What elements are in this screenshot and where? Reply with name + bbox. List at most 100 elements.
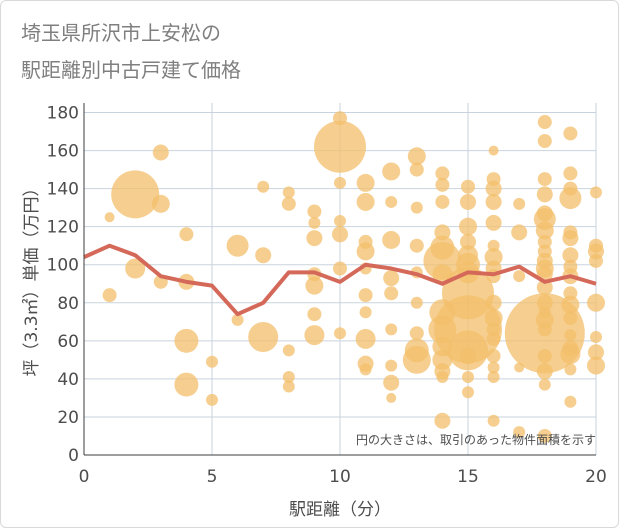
- bubble-point: [248, 322, 279, 353]
- bubble-point: [587, 356, 605, 375]
- bubble-point: [563, 311, 578, 326]
- bubble-point: [384, 286, 399, 301]
- bubble-point: [152, 144, 169, 161]
- bubble-point: [409, 326, 424, 341]
- bubble-point: [358, 288, 373, 303]
- bubble-point: [334, 327, 346, 340]
- bubble-point: [486, 331, 501, 346]
- x-tick-label: 0: [79, 467, 90, 487]
- bubble-point: [308, 216, 321, 229]
- bubble-point: [382, 162, 401, 181]
- axes: [83, 103, 596, 456]
- bubble-point: [174, 328, 199, 353]
- bubble-point: [590, 186, 602, 199]
- bubble-point: [536, 363, 553, 380]
- bubble-point: [460, 193, 476, 210]
- bubble-point: [231, 313, 244, 326]
- bubble-point: [561, 295, 580, 314]
- bubble-point: [332, 226, 348, 243]
- bubble-point: [409, 238, 424, 253]
- bubble-point: [564, 395, 577, 408]
- bubble-point: [226, 234, 249, 257]
- bubble-point: [513, 197, 526, 210]
- bubble-point: [461, 179, 475, 194]
- bubble-point: [305, 276, 324, 295]
- bubble-point: [513, 426, 526, 439]
- bubble-point: [588, 344, 604, 361]
- bubble-point: [383, 374, 400, 391]
- bubble-point: [537, 115, 552, 130]
- bubble-point: [359, 306, 372, 319]
- bubble-point: [282, 370, 295, 383]
- bubble-point: [356, 242, 375, 261]
- bubble-point: [257, 180, 270, 193]
- y-tick-label: 0: [68, 446, 79, 466]
- bubble-point: [402, 345, 431, 374]
- bubble-point: [102, 288, 117, 303]
- bubble-point: [356, 192, 375, 211]
- bubble-point: [151, 194, 170, 213]
- y-axis-label: 坪（3.3㎡）単価（万円）: [22, 179, 42, 376]
- bubble-point: [564, 363, 577, 376]
- average-line-series: [83, 243, 597, 317]
- bubble-point: [537, 428, 552, 443]
- bubble-point: [559, 187, 582, 210]
- bubble-point: [355, 328, 376, 349]
- bubble-point: [589, 253, 603, 268]
- bubble-point: [385, 195, 398, 208]
- bubble-point: [486, 349, 501, 364]
- bubble-series: [102, 111, 605, 443]
- bubble-point: [435, 177, 450, 192]
- average-price-line: [83, 243, 597, 317]
- bubble-point: [125, 258, 146, 279]
- bubble-point: [484, 309, 503, 328]
- chart-title-line-1: 埼玉県所沢市上安松の: [21, 21, 221, 45]
- bubble-point: [307, 204, 322, 219]
- bubble-point: [487, 370, 500, 383]
- bubble-point: [410, 201, 423, 214]
- chart-title-line-2: 駅距離別中古戸建て価格: [21, 58, 241, 82]
- bubble-point: [111, 170, 160, 219]
- bubble-point: [462, 370, 474, 383]
- bubble-point: [590, 331, 602, 344]
- bubble-point: [536, 186, 553, 203]
- bubble-point: [564, 329, 577, 342]
- bubble-point: [487, 361, 500, 374]
- bubble-point: [488, 145, 499, 156]
- bubble-point: [410, 296, 423, 309]
- bubble-point: [563, 166, 578, 181]
- bubble-point: [282, 344, 295, 357]
- bubble-point: [333, 261, 347, 276]
- y-tick-label: 180: [47, 104, 79, 124]
- bubble-point: [334, 214, 346, 227]
- bubble-point: [206, 355, 218, 368]
- bubble-point: [436, 370, 449, 383]
- bubble-point: [304, 325, 325, 346]
- bubble-point: [382, 230, 401, 249]
- bubble-point: [537, 134, 552, 149]
- bubble-point: [383, 270, 400, 287]
- x-axis-label: 駅距離（分）: [289, 500, 391, 520]
- bubble-point: [562, 230, 579, 247]
- x-tick-label: 5: [207, 467, 218, 487]
- bubble-point: [314, 120, 366, 173]
- y-tick-label: 60: [57, 332, 79, 352]
- bubble-point: [535, 221, 554, 240]
- bubble-point: [462, 386, 474, 399]
- bubble-point: [460, 233, 476, 250]
- bubble-point: [485, 214, 502, 231]
- bubble-point: [485, 193, 502, 210]
- bubble-point: [487, 414, 500, 427]
- bubble-point: [307, 307, 322, 322]
- bubble-point: [359, 363, 372, 376]
- x-tick-label: 10: [329, 467, 351, 487]
- bubble-point: [206, 393, 218, 406]
- bubble-point: [356, 173, 375, 192]
- y-tick-label: 100: [47, 256, 79, 276]
- bubble-point: [385, 359, 398, 372]
- x-tick-label: 20: [585, 467, 607, 487]
- bubble-point: [435, 166, 450, 181]
- x-tick-label: 15: [457, 467, 479, 487]
